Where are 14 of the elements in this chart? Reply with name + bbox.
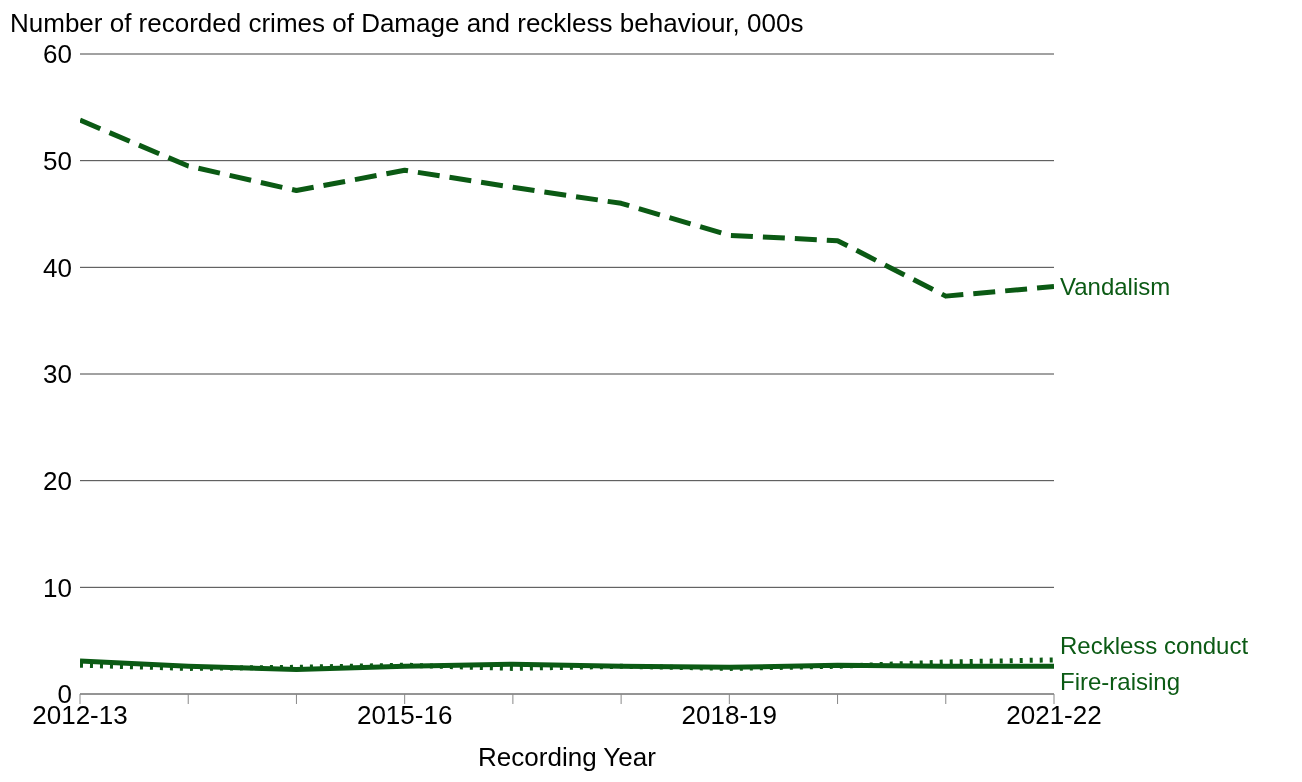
y-tick-label: 20 — [43, 465, 72, 496]
y-tick-label: 30 — [43, 359, 72, 390]
series-label: Vandalism — [1060, 272, 1171, 300]
y-tick-label: 60 — [43, 39, 72, 70]
x-tick-label: 2018-19 — [681, 700, 778, 731]
x-axis-title: Recording Year — [478, 742, 657, 772]
x-tick-label: 2021-22 — [1006, 700, 1102, 731]
y-tick-label: 50 — [43, 145, 72, 176]
series-label: Reckless conduct — [1060, 631, 1249, 659]
x-tick-label: 2015-16 — [356, 700, 453, 731]
y-tick-label: 40 — [43, 252, 72, 283]
series-label: Fire-raising — [1060, 668, 1181, 696]
y-tick-label: 10 — [43, 572, 72, 603]
chart-title: Number of recorded crimes of Damage and reckless behaviour, 000s — [10, 8, 805, 38]
